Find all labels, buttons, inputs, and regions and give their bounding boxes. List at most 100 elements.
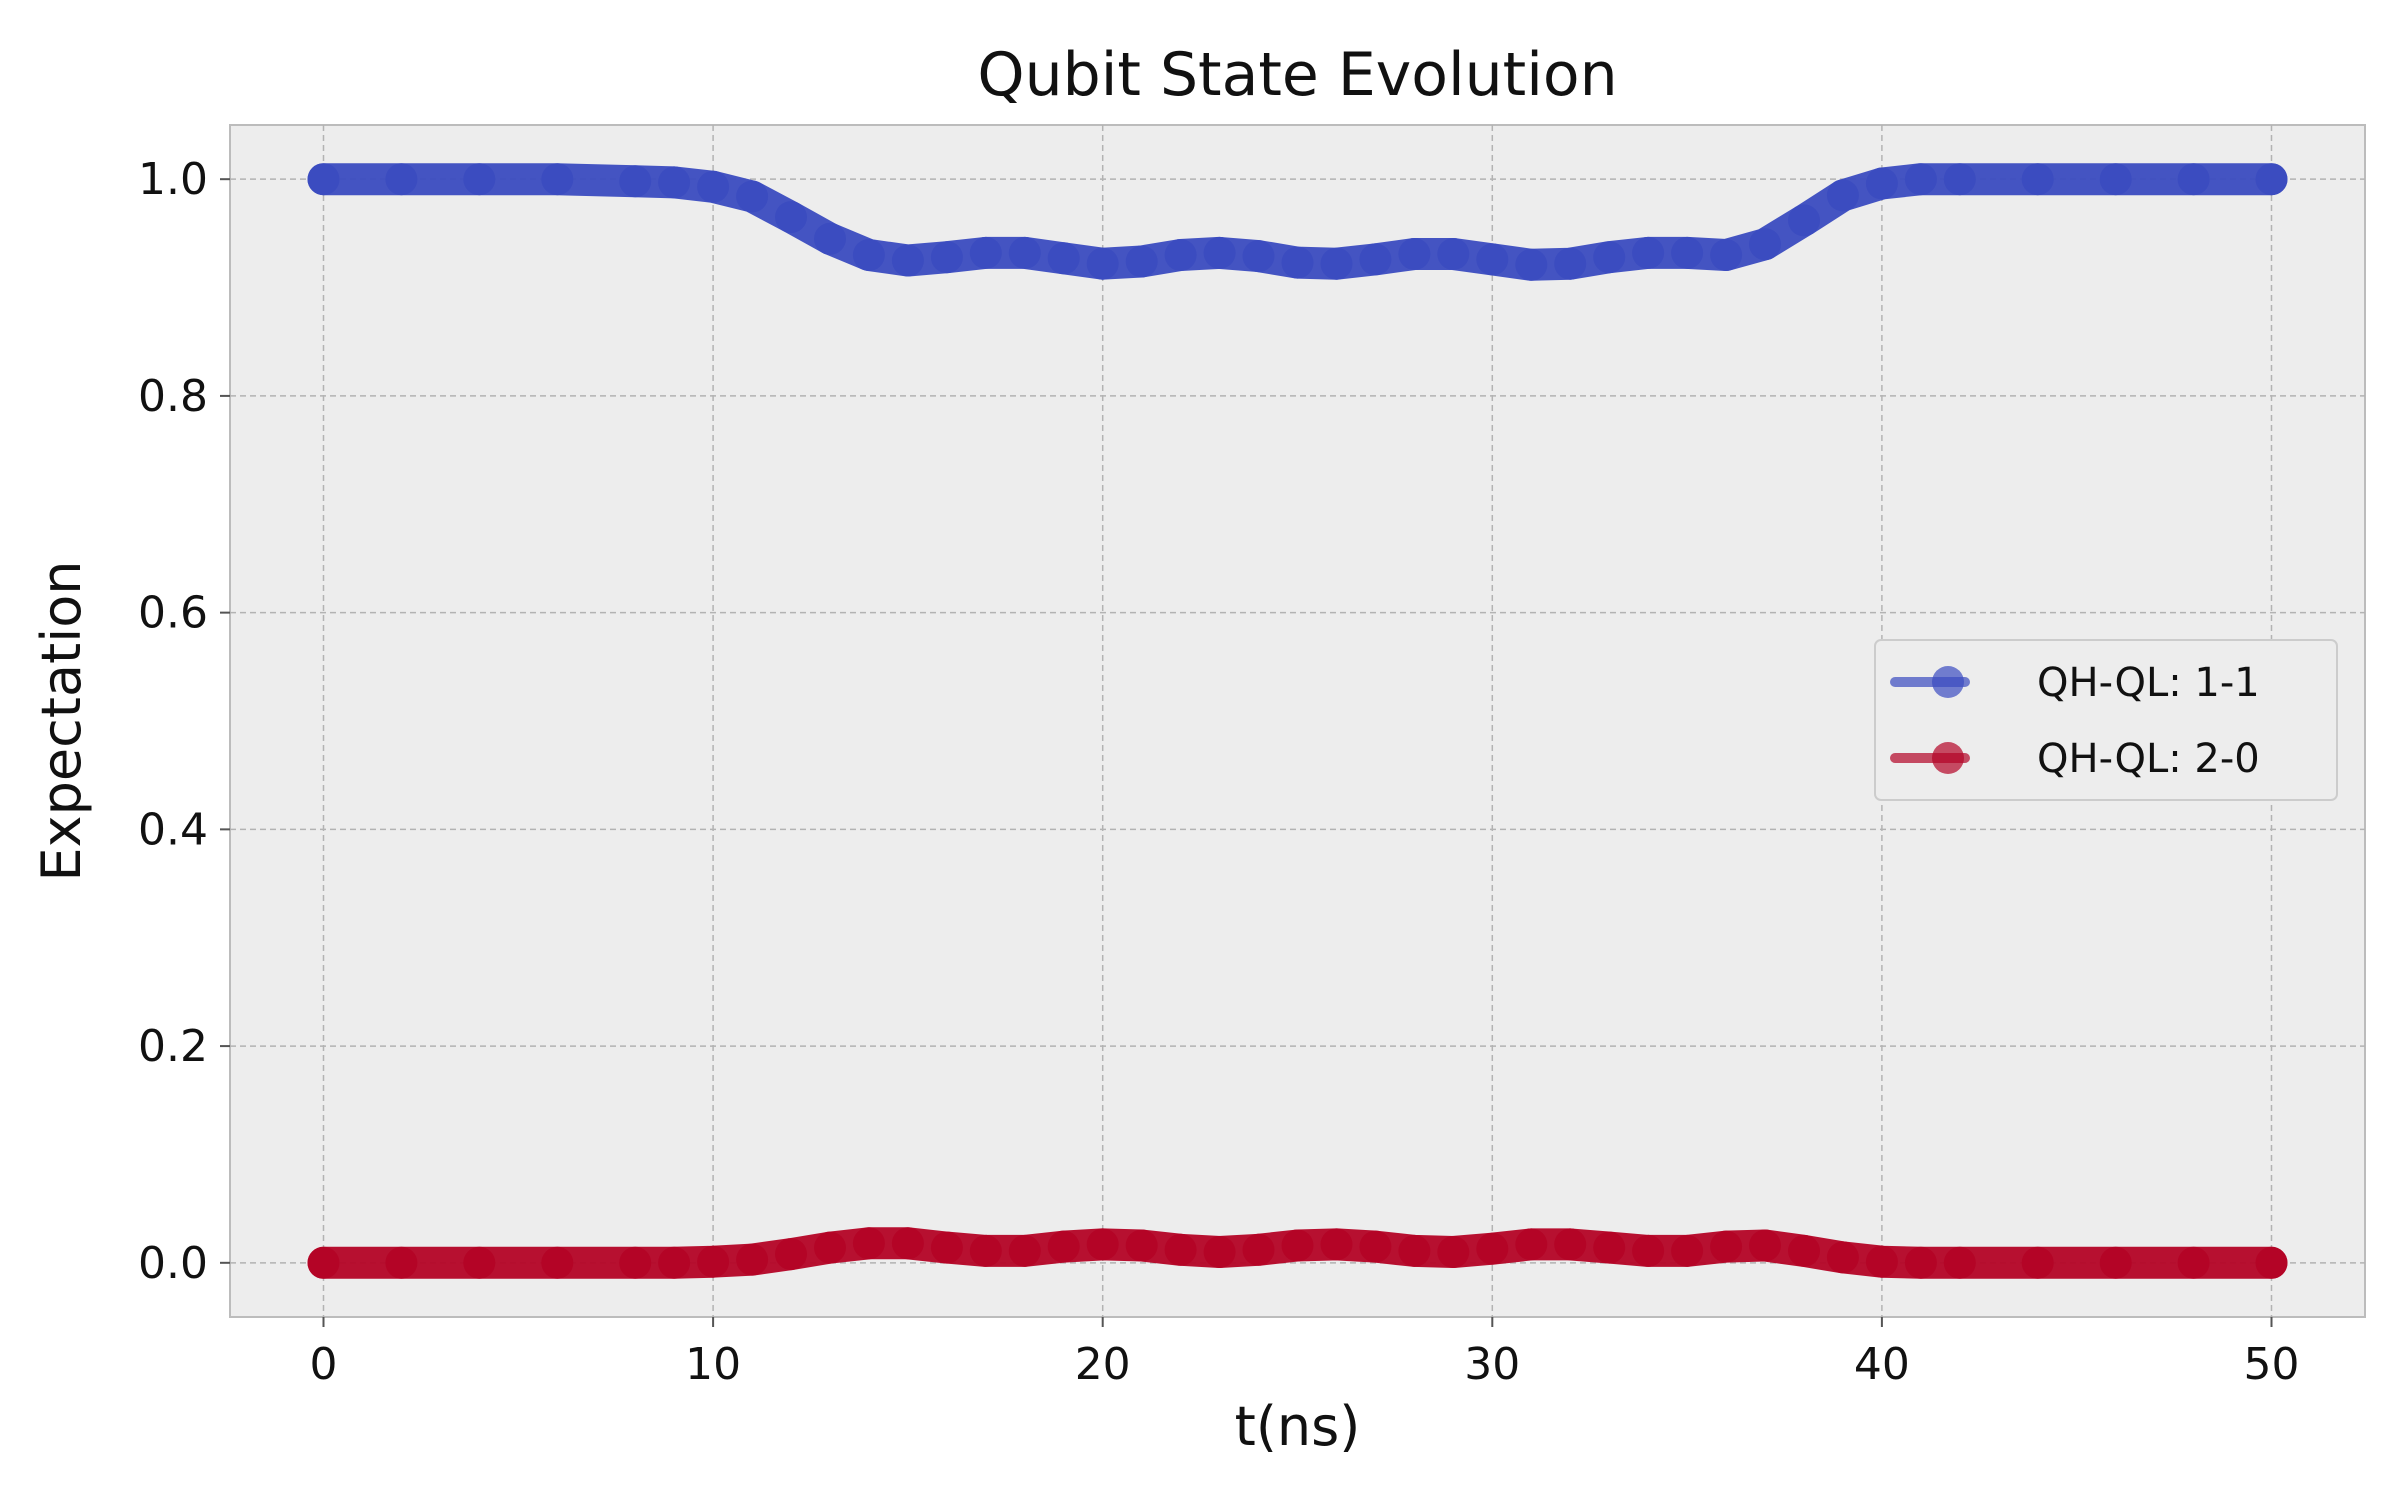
data-point	[2021, 163, 2054, 196]
legend-swatch-marker-1	[1932, 666, 1964, 698]
data-point	[307, 1246, 340, 1279]
data-point	[463, 163, 496, 196]
y-axis-ticks: 0.0 0.2 0.4 0.6 0.8 1.0	[138, 154, 230, 1289]
data-point	[1671, 1234, 1704, 1267]
data-point	[930, 1231, 963, 1264]
data-point	[385, 1246, 418, 1279]
data-point	[1242, 240, 1275, 273]
legend-entry-2: QH-QL: 2-0	[1890, 736, 2260, 782]
data-point	[1710, 1230, 1743, 1263]
legend: QH-QL: 1-1 QH-QL: 2-0	[1874, 639, 2338, 801]
data-point	[2255, 163, 2288, 196]
data-point	[1008, 1234, 1041, 1267]
data-point	[814, 222, 846, 255]
data-point	[1515, 248, 1548, 281]
chart-title: Qubit State Evolution	[977, 40, 1617, 110]
data-point	[1437, 1236, 1470, 1268]
data-point	[541, 163, 574, 196]
series-2	[307, 1227, 2288, 1279]
data-point	[1125, 1229, 1158, 1262]
data-point	[1554, 1228, 1587, 1261]
legend-swatch-marker-2	[1932, 742, 1964, 774]
data-point	[619, 1246, 652, 1279]
y-tick-label: 1.0	[138, 154, 208, 205]
data-point	[930, 241, 963, 274]
data-point	[2177, 1246, 2210, 1279]
data-point	[969, 236, 1002, 269]
data-point	[1086, 247, 1119, 280]
data-point	[2021, 1246, 2054, 1279]
y-tick-label: 0.8	[138, 371, 208, 422]
data-point	[1398, 1234, 1431, 1267]
x-tick-label: 20	[1075, 1339, 1131, 1390]
y-tick-label: 0.2	[138, 1021, 208, 1072]
y-tick-label: 0.4	[138, 804, 208, 855]
x-tick-label: 50	[2243, 1339, 2299, 1390]
data-point	[1359, 1230, 1392, 1263]
data-point	[1865, 1245, 1898, 1278]
x-axis-label: t(ns)	[1235, 1395, 1361, 1458]
x-tick-label: 30	[1464, 1339, 1520, 1390]
data-point	[1904, 163, 1937, 196]
data-point	[2177, 163, 2210, 196]
data-point	[1164, 239, 1197, 271]
data-point	[658, 1246, 691, 1279]
data-point	[814, 1231, 846, 1264]
data-point	[852, 1227, 885, 1260]
data-point	[1515, 1228, 1548, 1261]
x-axis-ticks: 0 10 20 30 40 50	[310, 1317, 2299, 1390]
data-point	[1398, 238, 1431, 270]
data-point	[1904, 1246, 1937, 1279]
data-point	[2099, 163, 2132, 196]
data-point	[1203, 236, 1236, 269]
legend-label-2: QH-QL: 2-0	[2037, 736, 2260, 782]
data-point	[1943, 1246, 1976, 1279]
data-point	[1710, 239, 1743, 271]
data-point	[1047, 1230, 1080, 1263]
x-tick-label: 0	[310, 1339, 338, 1390]
data-point	[1086, 1228, 1119, 1261]
legend-label-1: QH-QL: 1-1	[2037, 660, 2260, 706]
data-point	[1865, 167, 1898, 200]
data-point	[852, 239, 885, 271]
data-point	[2099, 1246, 2132, 1279]
data-point	[1359, 243, 1392, 276]
data-point	[1671, 236, 1704, 269]
data-point	[1242, 1233, 1275, 1266]
data-point	[1320, 1228, 1353, 1261]
data-point	[1749, 1229, 1781, 1262]
data-point	[1320, 247, 1353, 280]
data-point	[1125, 245, 1158, 278]
data-point	[385, 163, 418, 196]
x-tick-label: 10	[685, 1339, 741, 1390]
data-point	[736, 1243, 769, 1276]
data-point	[1826, 1241, 1859, 1274]
data-point	[1826, 179, 1859, 212]
data-point	[1047, 242, 1080, 275]
series-1	[307, 163, 2288, 281]
series-layer	[307, 163, 2288, 1279]
data-point	[1788, 204, 1820, 237]
data-point	[1476, 1232, 1509, 1265]
data-point	[1593, 1231, 1626, 1264]
data-point	[736, 180, 769, 213]
data-point	[697, 1245, 730, 1278]
data-point	[1788, 1234, 1820, 1267]
data-point	[775, 201, 807, 234]
data-point	[775, 1238, 807, 1271]
data-point	[541, 1246, 574, 1279]
data-point	[619, 165, 652, 198]
data-point	[891, 1227, 924, 1260]
data-point	[891, 244, 924, 277]
data-point	[2255, 1246, 2288, 1279]
data-point	[1008, 236, 1041, 269]
x-tick-label: 40	[1854, 1339, 1910, 1390]
data-point	[307, 163, 340, 196]
legend-entry-1: QH-QL: 1-1	[1890, 660, 2260, 706]
data-point	[1943, 163, 1976, 196]
y-tick-label: 0.0	[138, 1238, 208, 1289]
data-point	[1593, 241, 1626, 274]
data-point	[658, 166, 691, 199]
data-point	[1281, 1229, 1314, 1262]
